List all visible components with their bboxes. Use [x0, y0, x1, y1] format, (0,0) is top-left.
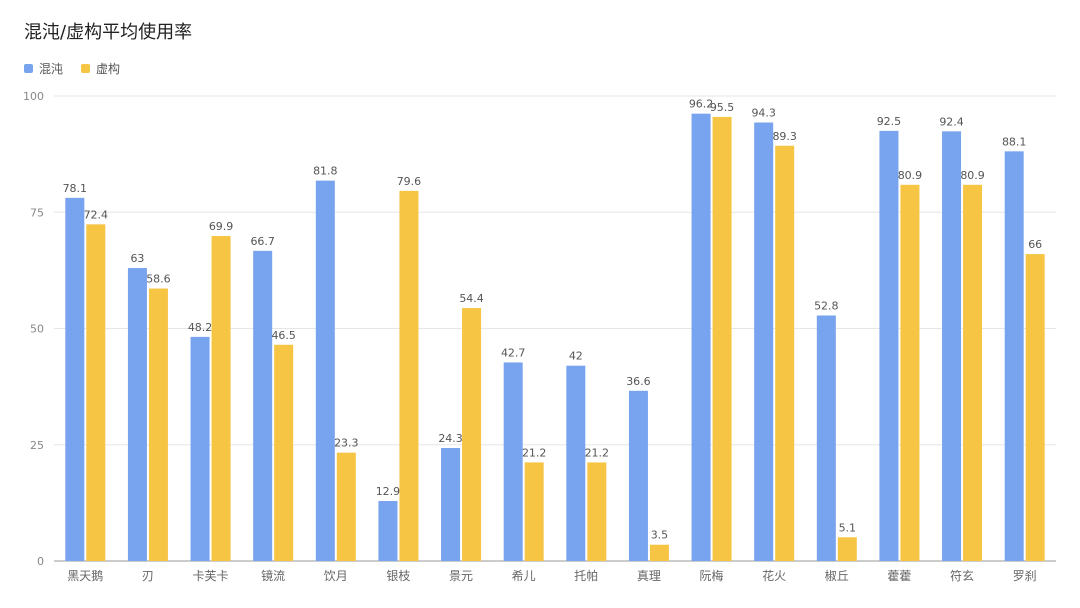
chart-legend: 混沌 虚构 [24, 60, 120, 77]
bar-fiction[interactable] [775, 145, 795, 561]
y-tick-label: 50 [30, 323, 44, 336]
bar-fiction[interactable] [211, 235, 231, 561]
x-tick-label: 刃 [142, 569, 154, 583]
data-label: 80.9 [898, 169, 923, 182]
data-label: 46.5 [271, 329, 296, 342]
bar-chaos[interactable] [628, 390, 648, 561]
legend-swatch-chaos [24, 64, 33, 73]
x-tick-label: 希儿 [512, 568, 536, 583]
x-tick-label: 罗刹 [1013, 569, 1037, 583]
data-label: 92.5 [877, 115, 902, 128]
data-label: 80.9 [960, 169, 985, 182]
bar-chaos[interactable] [65, 197, 85, 561]
y-tick-label: 75 [30, 206, 44, 219]
x-tick-label: 卡芙卡 [193, 569, 229, 583]
bar-fiction[interactable] [86, 224, 106, 561]
bar-fiction[interactable] [462, 308, 482, 561]
data-label: 69.9 [209, 220, 234, 233]
data-label: 21.2 [585, 446, 610, 459]
bar-fiction[interactable] [1025, 254, 1045, 561]
x-tick-label: 花火 [762, 568, 786, 583]
x-tick-label: 黑天鹅 [67, 569, 103, 583]
bar-fiction[interactable] [963, 184, 983, 561]
legend-swatch-fiction [81, 64, 91, 73]
bar-chaos[interactable] [441, 448, 461, 561]
y-tick-label: 25 [30, 439, 44, 452]
bar-chaos[interactable] [190, 336, 210, 561]
bar-fiction[interactable] [712, 116, 732, 562]
x-tick-label: 符玄 [950, 568, 974, 583]
bar-fiction[interactable] [274, 344, 294, 561]
y-tick-label: 100 [23, 90, 44, 103]
data-label: 42.7 [501, 346, 526, 359]
data-label: 12.9 [376, 485, 401, 498]
data-label: 78.1 [63, 182, 88, 195]
bar-chaos[interactable] [691, 113, 711, 562]
data-label: 3.5 [651, 529, 669, 542]
data-label: 95.5 [710, 101, 735, 114]
x-tick-label: 景元 [449, 569, 473, 583]
bar-fiction[interactable] [336, 452, 356, 561]
bar-fiction[interactable] [837, 537, 857, 561]
data-label: 36.6 [626, 375, 651, 388]
data-label: 92.4 [939, 115, 964, 128]
data-label: 24.3 [438, 432, 463, 445]
data-label: 94.3 [751, 107, 776, 120]
data-label: 23.3 [334, 437, 359, 450]
bar-fiction[interactable] [524, 462, 544, 561]
data-label: 66 [1028, 238, 1042, 251]
data-label: 89.3 [772, 130, 797, 143]
data-label: 79.6 [397, 175, 422, 188]
legend-label-chaos: 混沌 [39, 62, 64, 76]
x-tick-label: 椒丘 [825, 569, 849, 583]
data-label: 21.2 [522, 446, 547, 459]
chart-title: 混沌/虚构平均使用率 [24, 22, 193, 43]
data-label: 52.8 [814, 299, 839, 312]
data-label: 66.7 [250, 235, 275, 248]
x-tick-label: 真理 [637, 569, 661, 583]
bar-chaos[interactable] [378, 501, 398, 561]
x-tick-label: 镜流 [261, 568, 285, 583]
data-label: 63 [130, 252, 144, 265]
data-label: 58.6 [146, 273, 171, 286]
legend-item-fiction[interactable]: 虚构 [81, 60, 120, 77]
bar-chaos[interactable] [942, 131, 962, 561]
bar-chaos[interactable] [503, 362, 523, 561]
data-label: 54.4 [459, 292, 484, 305]
bar-fiction[interactable] [587, 462, 607, 561]
bar-chaos[interactable] [253, 250, 273, 561]
bar-chaos[interactable] [1004, 151, 1024, 561]
y-tick-label: 0 [37, 555, 44, 568]
bar-fiction[interactable] [148, 288, 168, 561]
bar-chaos[interactable] [566, 365, 586, 561]
bar-fiction[interactable] [900, 184, 920, 561]
data-label: 96.2 [689, 98, 714, 111]
data-label: 42 [569, 350, 583, 363]
bar-chaos[interactable] [127, 268, 147, 561]
x-tick-label: 银枝 [386, 568, 410, 583]
legend-item-chaos[interactable]: 混沌 [24, 60, 63, 77]
data-label: 48.2 [188, 321, 213, 334]
bar-chaos[interactable] [754, 122, 774, 561]
x-tick-label: 托帕 [574, 568, 598, 583]
legend-label-fiction: 虚构 [96, 62, 121, 76]
bar-chaos[interactable] [879, 130, 899, 561]
data-label: 88.1 [1002, 135, 1027, 148]
bar-fiction[interactable] [399, 190, 419, 562]
data-label: 81.8 [313, 165, 338, 178]
bar-fiction[interactable] [649, 544, 669, 561]
x-tick-label: 藿藿 [887, 569, 911, 583]
data-label: 72.4 [84, 208, 109, 221]
bar-chaos[interactable] [816, 315, 836, 561]
x-tick-label: 阮梅 [700, 568, 724, 583]
data-label: 5.1 [839, 521, 857, 534]
bar-chaos[interactable] [315, 180, 335, 561]
x-tick-label: 饮月 [324, 569, 348, 583]
